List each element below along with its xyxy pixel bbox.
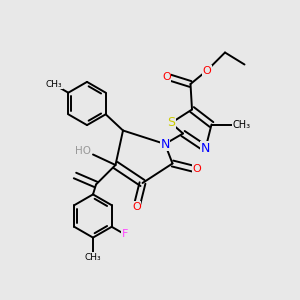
Text: CH₃: CH₃ — [85, 253, 101, 262]
Text: O: O — [202, 65, 211, 76]
Text: CH₃: CH₃ — [232, 119, 250, 130]
Text: HO: HO — [74, 146, 91, 157]
Text: N: N — [160, 137, 170, 151]
Text: N: N — [201, 142, 210, 155]
Text: S: S — [167, 116, 175, 130]
Text: F: F — [122, 229, 128, 239]
Text: O: O — [132, 202, 141, 212]
Text: O: O — [192, 164, 201, 175]
Text: CH₃: CH₃ — [46, 80, 62, 89]
Text: O: O — [162, 71, 171, 82]
